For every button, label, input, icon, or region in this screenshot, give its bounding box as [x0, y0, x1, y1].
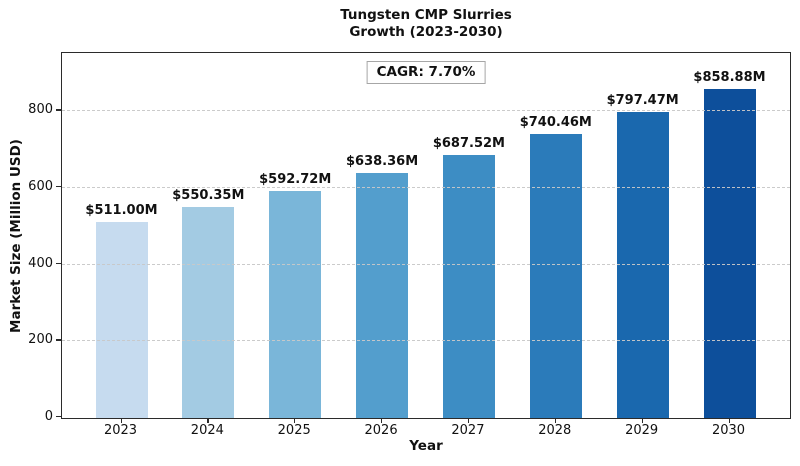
bar-value-label: $740.46M [519, 115, 592, 131]
x-tick-mark [381, 418, 383, 423]
x-tick-mark [728, 418, 730, 423]
bar [703, 88, 756, 418]
y-tick-mark [56, 416, 61, 418]
y-tick-label: 800 [28, 102, 53, 118]
bar [182, 207, 235, 418]
bar [442, 154, 495, 418]
bar [95, 222, 148, 418]
y-tick-label: 0 [44, 409, 53, 424]
y-tick-label: 600 [28, 179, 53, 195]
gridline [62, 263, 790, 265]
bar-value-label: $858.88M [693, 69, 766, 85]
plot-area: $511.00M $550.35M $592.72M $638.36M $687.52M… [61, 52, 791, 419]
x-tick-mark [120, 418, 122, 423]
bar-value-label: $592.72M [259, 171, 332, 187]
y-tick-label: 400 [28, 255, 53, 271]
bar [616, 112, 669, 418]
x-tick-mark [207, 418, 209, 423]
y-tick-mark [56, 186, 61, 188]
chart-title-line2: Growth (2023-2030) [349, 24, 503, 40]
x-tick-label: 2023 [103, 423, 138, 438]
x-tick-label: 2025 [277, 423, 311, 438]
cagr-annotation: CAGR: 7.70% [366, 61, 486, 84]
x-axis-label: Year [409, 438, 443, 454]
bar [529, 134, 582, 418]
bar [269, 190, 322, 418]
gridline [62, 187, 790, 189]
chart-title: Tungsten CMP Slurries Growth (2023-2030) [61, 7, 791, 41]
y-tick-mark [56, 339, 61, 341]
y-tick-mark [56, 109, 61, 111]
x-tick-label: 2027 [451, 423, 485, 438]
x-tick-label: 2028 [538, 423, 572, 438]
x-tick-label: 2030 [711, 423, 746, 438]
x-tick-label: 2029 [625, 423, 659, 438]
bar-value-label: $797.47M [606, 93, 679, 109]
x-tick-mark [294, 418, 296, 423]
gridline [62, 340, 790, 342]
y-axis-label-text: Market Size (Million USD) [8, 138, 25, 333]
bar [356, 173, 409, 418]
x-tick-mark [641, 418, 643, 423]
y-tick-mark [56, 262, 61, 264]
x-tick-label: 2026 [364, 423, 398, 438]
bar-value-label: $550.35M [172, 188, 245, 204]
bar-value-label: $687.52M [432, 135, 505, 151]
gridline [62, 110, 790, 112]
bar-value-label: $511.00M [85, 203, 158, 219]
y-tick-label: 200 [28, 332, 53, 348]
x-tick-mark [467, 418, 470, 423]
chart-title-line1: Tungsten CMP Slurries [340, 7, 512, 23]
x-tick-label: 2024 [190, 423, 224, 438]
bar-value-label: $638.36M [345, 154, 419, 170]
x-tick-mark [554, 418, 556, 423]
